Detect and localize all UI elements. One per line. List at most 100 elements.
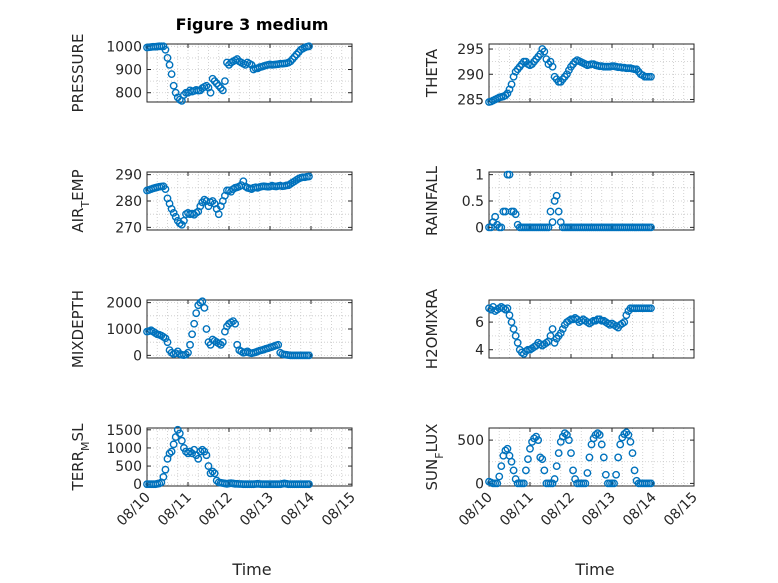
data-point	[540, 47, 549, 56]
data-point	[511, 332, 520, 340]
subplot-pressure: 800 900 1000 PRESSURE	[69, 34, 353, 113]
data-point	[550, 338, 559, 347]
data-point	[548, 218, 557, 226]
data-point	[161, 334, 170, 343]
data-point	[507, 318, 516, 326]
data-point	[509, 466, 518, 475]
data-point	[171, 88, 180, 97]
data-point	[524, 455, 532, 464]
data-point	[612, 470, 620, 479]
y-tick-label: 290	[457, 67, 484, 83]
y-tick-label: 295	[457, 42, 484, 58]
data-point	[493, 479, 502, 488]
data-point	[546, 207, 555, 216]
data-point	[206, 88, 215, 97]
data-point	[550, 475, 559, 483]
data-point	[626, 437, 635, 446]
data-point	[177, 436, 186, 445]
data-point	[571, 475, 579, 483]
data-point	[505, 311, 514, 320]
data-point	[552, 462, 561, 470]
data-point	[305, 172, 313, 181]
y-axis-label-suffix: LUX	[423, 424, 441, 453]
data-point	[210, 77, 219, 86]
data-point	[630, 466, 639, 475]
data-point	[179, 91, 188, 99]
x-axis-label-left: Time	[231, 560, 271, 579]
data-point	[624, 431, 633, 439]
data-point	[194, 454, 203, 463]
data-point	[216, 84, 225, 92]
data-point	[503, 304, 512, 313]
y-tick-label: 0.5	[462, 194, 484, 210]
data-point	[159, 473, 168, 481]
y-tick-label: 800	[115, 86, 142, 102]
data-point	[548, 479, 557, 488]
data-point	[202, 451, 211, 460]
data-point	[196, 202, 205, 211]
data-point	[585, 453, 594, 462]
data-point	[601, 470, 610, 479]
y-axis-label-subscript: T	[79, 201, 92, 209]
y-tick-label: 290	[115, 168, 142, 184]
data-point	[554, 449, 563, 458]
data-point	[519, 479, 528, 488]
data-point	[186, 447, 194, 456]
y-tick-label: 6	[475, 315, 484, 331]
data-point	[184, 348, 192, 357]
y-tick-label: 0	[133, 348, 142, 364]
data-point	[647, 479, 655, 488]
y-axis-label: SUNFLUX	[423, 424, 446, 491]
data-point	[200, 304, 209, 312]
data-point	[286, 57, 295, 66]
y-axis-label: PRESSURE	[69, 34, 87, 113]
subplot-theta: 285 290 295 THETA	[423, 42, 695, 108]
data-point	[495, 472, 504, 481]
y-axis-label-main: H2OMIXRA	[423, 288, 441, 369]
data-point	[622, 311, 631, 320]
data-point	[556, 329, 565, 338]
data-point	[165, 449, 174, 458]
y-axis-label: MIXDEPTH	[69, 290, 87, 368]
data-point	[175, 429, 184, 438]
y-tick-label: 500	[115, 459, 142, 475]
y-tick-label: 1000	[106, 441, 142, 457]
data-point	[220, 77, 229, 86]
y-tick-label: 280	[115, 194, 142, 210]
figure-title: Figure 3 medium	[176, 15, 329, 34]
data-point	[177, 220, 186, 229]
data-point	[169, 81, 178, 90]
y-tick-label: 500	[457, 433, 484, 449]
data-point	[583, 469, 592, 477]
y-tick-label: 900	[115, 63, 142, 79]
data-point	[526, 444, 534, 453]
axis-box	[146, 43, 353, 103]
y-tick-label: 0	[475, 476, 484, 492]
data-point	[192, 309, 201, 318]
y-tick-label: 0	[475, 220, 484, 236]
y-axis-label-main: TERR	[69, 451, 87, 492]
data-point	[599, 453, 608, 462]
data-point	[497, 462, 506, 470]
y-axis-label: H2OMIXRA	[423, 288, 441, 369]
data-point	[204, 202, 213, 211]
data-point	[169, 208, 178, 217]
y-tick-label: 4	[475, 343, 484, 359]
data-point	[210, 469, 219, 478]
data-point	[567, 449, 575, 458]
data-point	[503, 444, 512, 453]
y-axis-label-main: PRESSURE	[69, 34, 87, 113]
data-point	[179, 216, 188, 225]
data-point	[305, 480, 313, 489]
data-point	[491, 212, 500, 221]
data-point	[161, 185, 170, 194]
data-point	[560, 429, 569, 438]
data-point	[647, 72, 655, 81]
data-point	[292, 50, 301, 59]
data-point	[204, 462, 213, 470]
y-axis-label-main: RAINFALL	[423, 165, 441, 236]
y-axis-label-main: MIXDEPTH	[69, 290, 87, 368]
x-axis-label-right: Time	[574, 560, 614, 579]
data-point	[620, 430, 629, 438]
